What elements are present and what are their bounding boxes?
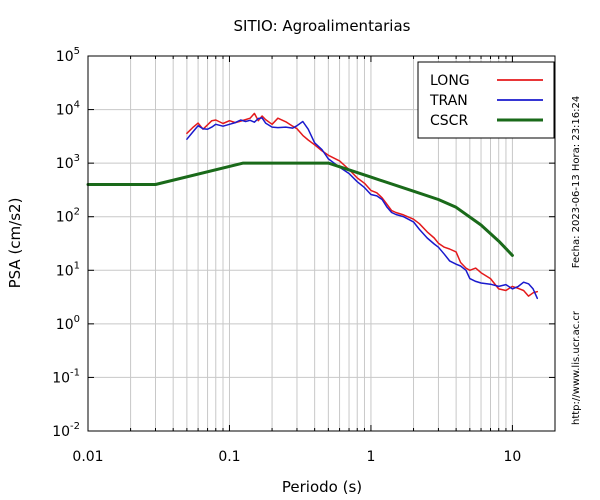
x-axis-label: Periodo (s) <box>282 478 362 496</box>
x-tick-label: 1 <box>366 449 375 465</box>
y-tick-label: 10-1 <box>52 367 80 386</box>
x-tick-label: 0.01 <box>72 449 103 465</box>
series-layer <box>86 112 539 300</box>
y-tick-label: 101 <box>56 260 80 279</box>
x-tick-label: 0.1 <box>218 449 240 465</box>
legend-label-cscr: CSCR <box>430 113 468 129</box>
chart-title: SITIO: Agroalimentarias <box>234 17 411 35</box>
y-tick-label: 105 <box>56 46 80 65</box>
y-tick-label: 104 <box>56 100 80 119</box>
website-note: http://www.lis.ucr.ac.cr <box>571 310 582 425</box>
y-tick-label: 100 <box>56 314 80 333</box>
series-line-cscr <box>86 161 514 257</box>
legend: LONG TRAN CSCR <box>417 61 555 139</box>
timestamp-note: Fecha: 2023-06-13 Hora: 23:16:24 <box>571 96 582 269</box>
y-axis-label: PSA (cm/s2) <box>6 198 24 289</box>
y-tick-label: 102 <box>56 207 80 226</box>
series-line-tran <box>186 117 539 300</box>
legend-label-tran: TRAN <box>429 93 468 109</box>
y-tick-label: 10-2 <box>52 421 80 440</box>
legend-label-long: LONG <box>430 73 470 89</box>
x-tick-label: 10 <box>503 449 521 465</box>
series-line-long <box>186 112 539 297</box>
y-tick-label: 103 <box>56 153 80 172</box>
grid <box>87 55 556 432</box>
plot-frame <box>87 55 556 432</box>
